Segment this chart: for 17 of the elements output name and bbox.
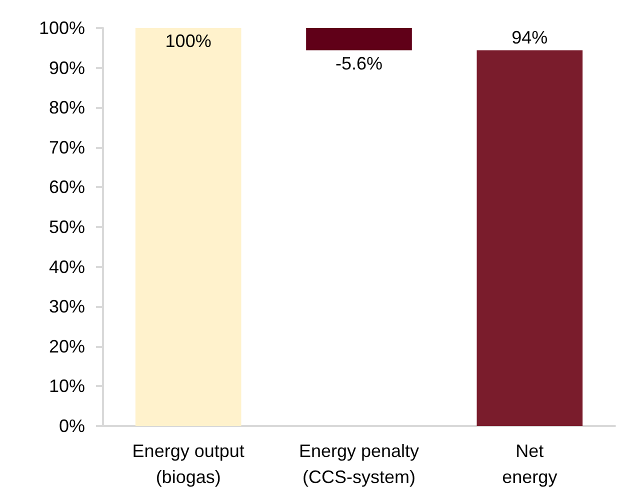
x-tick-label: Energy output (biogas) — [132, 441, 244, 487]
data-label: -5.6% — [335, 53, 383, 74]
y-tick-label: 10% — [48, 376, 85, 396]
y-tick-label: 30% — [48, 296, 85, 317]
data-label: 100% — [165, 31, 212, 51]
y-tick-label: 50% — [48, 217, 85, 237]
x-tick-label: Energy penalty (CCS-system) — [298, 441, 420, 487]
x-tick-label: Net energy — [502, 441, 558, 487]
y-tick-label: 80% — [48, 98, 85, 118]
y-tick-label: 70% — [48, 137, 85, 158]
y-tick-label: 0% — [58, 416, 85, 436]
y-tick-label: 40% — [48, 256, 85, 277]
data-label: 94% — [512, 27, 548, 48]
y-tick-label: 20% — [48, 336, 85, 356]
y-tick-label: 60% — [48, 177, 85, 198]
y-tick-label: 100% — [38, 18, 85, 38]
y-tick-label: 90% — [48, 58, 85, 78]
